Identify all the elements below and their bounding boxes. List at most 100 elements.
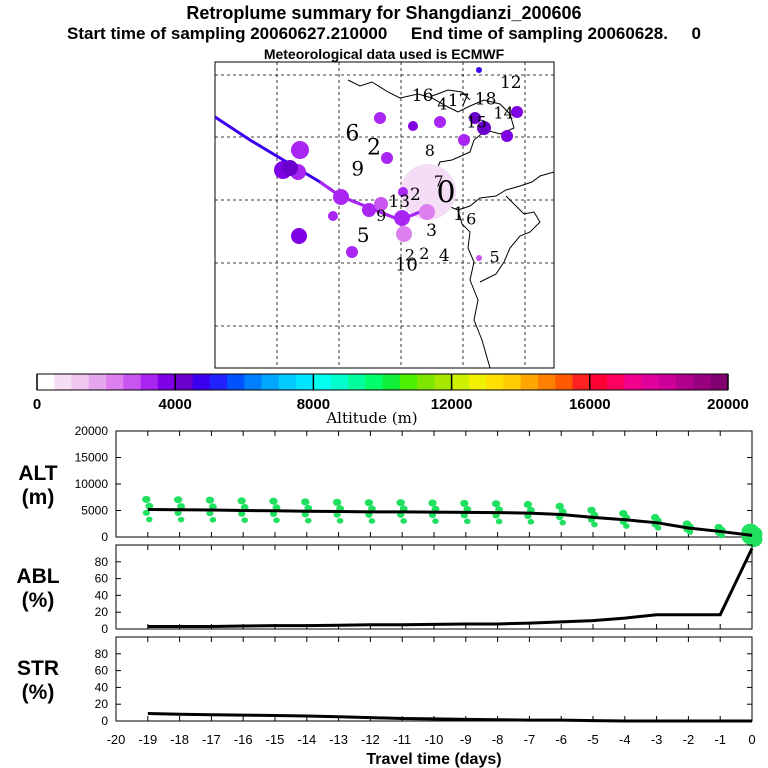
colorbar-axis-label: Altitude (m)	[325, 409, 417, 427]
altitude-point	[173, 496, 183, 504]
panel-frame	[115, 636, 753, 722]
y-tick-label: 20000	[75, 424, 109, 438]
colorbar-cell	[572, 374, 591, 390]
altitude-point	[305, 517, 312, 524]
altitude-point	[527, 519, 535, 525]
panel-ylabel-unit: (%)	[22, 589, 55, 612]
y-tick-label: 20	[95, 605, 109, 619]
plume-label: 14	[493, 103, 513, 122]
colorbar-cell	[244, 374, 263, 390]
altitude-point	[301, 498, 310, 506]
colorbar-cell	[607, 374, 625, 390]
panel-abl: 0 20 40 60 80 ABL(%)	[16, 544, 754, 636]
altitude-point	[333, 511, 341, 518]
x-tick-label: -9	[460, 732, 472, 747]
altitude-point	[272, 504, 281, 511]
altitude-point	[142, 509, 150, 516]
x-tick-label: -15	[266, 732, 285, 747]
plume-label: 5	[357, 223, 370, 247]
altitude-point	[205, 496, 215, 504]
colorbar-cell	[537, 374, 556, 390]
altitude-point	[273, 517, 280, 524]
colorbar-cell	[451, 374, 470, 390]
series-line-alt	[147, 507, 753, 537]
colorbar-cell	[520, 374, 539, 390]
colorbar-tick-label: 20000	[707, 396, 749, 413]
altitude-point	[365, 511, 373, 518]
y-tick-label: 0	[101, 714, 108, 728]
altitude-point	[686, 529, 694, 535]
altitude-point	[142, 495, 151, 503]
colorbar-cell	[175, 374, 193, 390]
x-tick-label: -19	[138, 732, 157, 747]
altitude-point	[269, 497, 278, 505]
colorbar-cell	[468, 374, 487, 390]
altitude-point	[523, 500, 533, 509]
altitude-point	[460, 499, 469, 507]
panel-ylabel: STR	[17, 657, 59, 680]
colorbar-tick-label: 12000	[431, 396, 473, 413]
colorbar-cell	[140, 374, 159, 390]
y-tick-label: 60	[95, 572, 109, 586]
altitude-point	[177, 503, 186, 510]
panel-ylabel: ALT	[18, 462, 57, 485]
panel-ylabel-unit: (%)	[22, 681, 55, 704]
plume-markers	[215, 67, 523, 261]
x-tick-label: -11	[393, 732, 411, 747]
plume-label: 16	[412, 86, 434, 106]
plume-label: 15	[466, 112, 486, 131]
altitude-point	[718, 532, 725, 539]
colorbar-cell	[123, 374, 142, 390]
colorbar-cell	[157, 374, 176, 390]
plume-label: 0	[436, 176, 455, 211]
series-line-abl	[147, 547, 754, 628]
panel-ylabel: ABL	[16, 565, 59, 588]
release-point-marker	[400, 164, 456, 220]
altitude-point	[146, 516, 153, 523]
x-tick-label: -12	[361, 732, 380, 747]
altitude-point	[491, 500, 501, 508]
map-gridlines	[215, 62, 554, 368]
x-tick-label: -14	[297, 732, 316, 747]
plume-label: 2	[405, 246, 415, 265]
x-tick-label: -8	[492, 732, 504, 747]
x-tick-label: -10	[425, 732, 444, 747]
y-tick-label: 60	[95, 664, 109, 678]
colorbar-cell	[624, 374, 643, 390]
colorbar-cell	[486, 374, 504, 390]
panel-frame	[115, 544, 753, 630]
plume-label: 2	[410, 185, 421, 205]
colorbar-cell	[589, 374, 608, 390]
altitude-point	[364, 499, 374, 507]
y-tick-label: 0	[101, 622, 108, 636]
altitude-point	[432, 518, 439, 524]
plume-label: 2	[419, 244, 429, 263]
altitude-point	[301, 511, 309, 518]
altitude-point	[396, 499, 405, 507]
colorbar-cell	[434, 374, 453, 390]
altitude-point	[397, 511, 405, 518]
altitude-point	[238, 510, 246, 517]
colorbar-cell	[641, 374, 660, 390]
x-tick-label: -18	[170, 732, 189, 747]
y-tick-label: 40	[95, 680, 109, 694]
colorbar-cell	[106, 374, 124, 390]
plume-label: 9	[491, 29, 499, 43]
altitude-point	[336, 518, 344, 524]
plume-label: 9	[376, 206, 386, 225]
plume-label: 10	[395, 254, 418, 275]
altitude-point	[555, 502, 564, 510]
altitude-point	[174, 509, 182, 517]
plume-label: 17	[448, 91, 470, 111]
plume-label: 3	[426, 221, 437, 241]
colorbar-cell	[555, 374, 574, 390]
colorbar-cell	[296, 374, 314, 390]
plume-label: 4	[439, 246, 450, 266]
altitude-point	[591, 521, 598, 528]
altitude-colorbar: 0 4000 8000 12000 16000 20000 Altitude (m)	[33, 373, 749, 427]
colorbar-cell	[693, 374, 712, 390]
x-tick-label: -2	[683, 732, 695, 747]
